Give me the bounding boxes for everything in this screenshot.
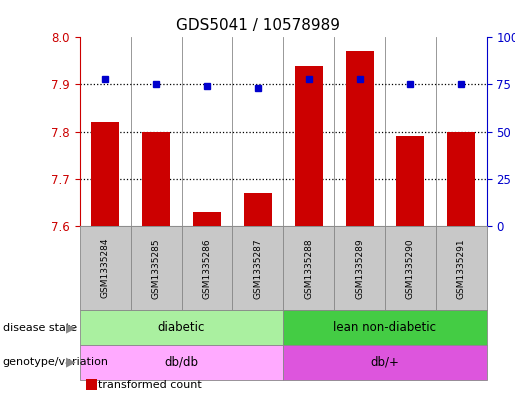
Bar bbox=[193, 212, 221, 226]
Bar bbox=[447, 132, 475, 226]
Text: lean non-diabetic: lean non-diabetic bbox=[334, 321, 436, 334]
Text: db/db: db/db bbox=[164, 356, 199, 369]
Text: GSM1335286: GSM1335286 bbox=[202, 238, 212, 299]
Text: GSM1335284: GSM1335284 bbox=[101, 238, 110, 298]
Text: genotype/variation: genotype/variation bbox=[3, 357, 109, 367]
Text: transformed count: transformed count bbox=[98, 380, 202, 390]
Text: GSM1335291: GSM1335291 bbox=[457, 238, 466, 299]
Text: GSM1335290: GSM1335290 bbox=[406, 238, 415, 299]
Text: GSM1335285: GSM1335285 bbox=[151, 238, 161, 299]
Text: GSM1335287: GSM1335287 bbox=[253, 238, 262, 299]
Text: ▶: ▶ bbox=[66, 356, 75, 369]
Text: GSM1335289: GSM1335289 bbox=[355, 238, 364, 299]
Text: GSM1335288: GSM1335288 bbox=[304, 238, 313, 299]
Bar bbox=[244, 193, 272, 226]
Bar bbox=[295, 66, 323, 226]
Text: db/+: db/+ bbox=[370, 356, 400, 369]
Text: disease state: disease state bbox=[3, 323, 77, 333]
Text: ▶: ▶ bbox=[66, 321, 75, 334]
Text: diabetic: diabetic bbox=[158, 321, 205, 334]
Bar bbox=[91, 122, 119, 226]
Bar bbox=[346, 51, 373, 226]
Text: GDS5041 / 10578989: GDS5041 / 10578989 bbox=[176, 18, 339, 33]
Bar bbox=[142, 132, 170, 226]
Bar bbox=[397, 136, 424, 226]
